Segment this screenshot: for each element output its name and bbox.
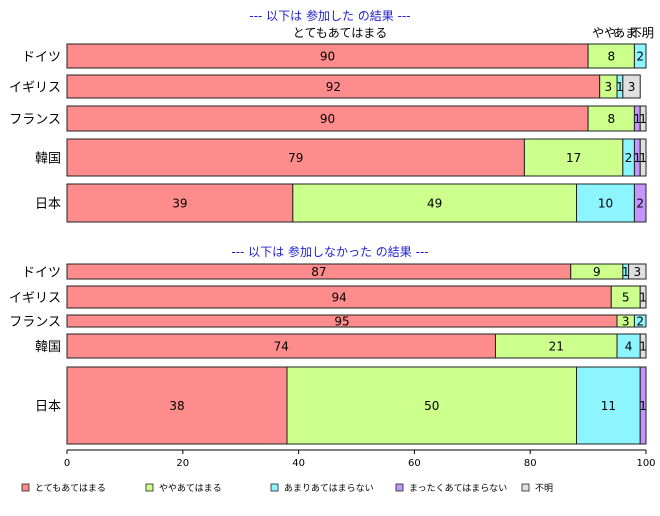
bar-segment <box>576 366 641 445</box>
bar-segment <box>66 183 294 223</box>
x-tick-label: 40 <box>292 458 305 469</box>
category-label: フランス <box>9 113 61 128</box>
category-label: ドイツ <box>22 50 61 65</box>
bar-segment <box>639 366 647 445</box>
section-title-2: --- 以下は 参加しなかった の結果 --- <box>231 244 428 259</box>
legend-swatch <box>395 483 404 492</box>
category-label: 日本 <box>35 197 61 212</box>
legend-label: ややあてはまる <box>159 483 222 494</box>
legend-swatch <box>145 483 154 492</box>
data-label: 2 <box>636 50 644 64</box>
data-label: 1 <box>616 80 624 94</box>
column-header: とてもあてはまる <box>293 26 388 40</box>
data-label: 38 <box>169 399 184 413</box>
data-label: 2 <box>636 315 644 329</box>
data-label: 1 <box>639 340 647 354</box>
x-tick-label: 80 <box>524 458 537 469</box>
data-label: 49 <box>427 197 442 211</box>
bar-segment <box>494 333 618 359</box>
data-label: 8 <box>607 50 615 64</box>
column-header: 不明 <box>630 26 654 40</box>
category-label: 韓国 <box>35 340 61 355</box>
legend-label: あまりあてはまらない <box>284 483 374 494</box>
bar-segment <box>66 105 589 132</box>
data-label: 10 <box>598 197 613 211</box>
data-label: 39 <box>172 197 187 211</box>
data-label: 1 <box>633 112 641 126</box>
bar-segment <box>628 263 647 280</box>
data-label: 1 <box>633 151 641 165</box>
data-label: 90 <box>320 50 335 64</box>
column-header: やや.. <box>592 26 624 40</box>
bar-segment <box>633 183 647 223</box>
legend-label: とてもあてはまる <box>35 483 106 494</box>
data-label: 3 <box>622 315 630 329</box>
data-label: 1 <box>639 112 647 126</box>
data-label: 21 <box>549 340 564 354</box>
bar-segment <box>633 43 647 69</box>
data-label: 95 <box>334 315 349 329</box>
bar-segment <box>622 74 641 99</box>
data-label: 92 <box>326 80 341 94</box>
legend-swatch <box>521 483 530 492</box>
data-label: 79 <box>288 151 303 165</box>
data-label: 8 <box>607 112 615 126</box>
category-label: イギリス <box>9 291 61 306</box>
data-label: 90 <box>320 112 335 126</box>
x-tick-label: 0 <box>64 458 70 469</box>
data-label: 5 <box>622 291 630 305</box>
legend-label: まったくあてはまらない <box>409 483 507 494</box>
data-label: 94 <box>331 291 346 305</box>
data-label: 2 <box>625 151 633 165</box>
section-title-1: --- 以下は 参加した の結果 --- <box>249 8 410 23</box>
column-header: あま.. <box>613 26 645 40</box>
data-label: 1 <box>639 291 647 305</box>
data-label: 2 <box>636 197 644 211</box>
legend-label: 不明 <box>535 483 553 494</box>
bar-segment <box>639 333 647 359</box>
data-label: 9 <box>593 265 601 279</box>
bar-segment <box>66 138 525 177</box>
x-tick-label: 20 <box>176 458 189 469</box>
category-label: イギリス <box>9 81 61 96</box>
data-label: 11 <box>601 399 616 413</box>
data-label: 3 <box>628 80 636 94</box>
category-label: 日本 <box>35 400 61 415</box>
data-label: 50 <box>424 399 439 413</box>
data-label: 3 <box>633 265 641 279</box>
legend-swatch <box>21 483 30 492</box>
category-label: ドイツ <box>22 266 61 281</box>
bar-segment <box>633 314 647 328</box>
data-label: 87 <box>311 265 326 279</box>
data-label: 17 <box>566 151 581 165</box>
category-label: 韓国 <box>35 152 61 167</box>
category-label: フランス <box>9 315 61 330</box>
bar-segment <box>66 43 589 69</box>
bar-segment <box>292 183 578 223</box>
data-label: 3 <box>605 80 613 94</box>
legend-swatch <box>270 483 279 492</box>
bar-segment <box>286 366 578 445</box>
bar-segment <box>639 105 647 132</box>
bar-segment <box>66 366 288 445</box>
x-tick-label: 100 <box>636 458 655 469</box>
x-tick-label: 60 <box>408 458 421 469</box>
bar-segment <box>639 285 647 309</box>
bar-segment <box>639 138 647 177</box>
data-label: 1 <box>622 265 630 279</box>
data-label: 1 <box>639 399 647 413</box>
data-label: 1 <box>639 151 647 165</box>
data-label: 74 <box>274 340 289 354</box>
data-label: 4 <box>625 340 633 354</box>
